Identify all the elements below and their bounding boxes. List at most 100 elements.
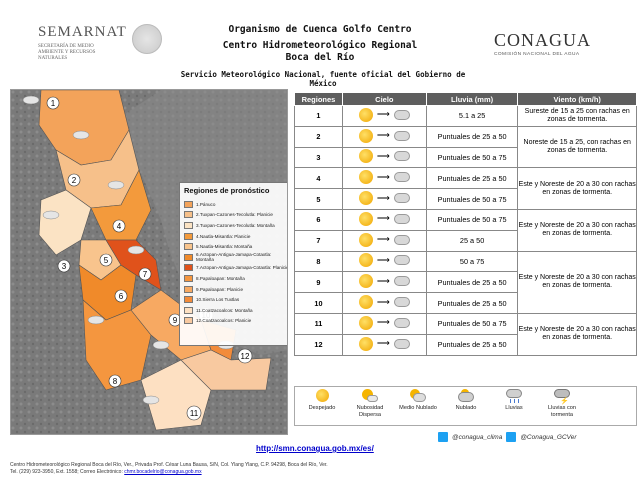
legend-label: 9.Papaloapan: Planicie [196, 286, 243, 292]
storm-icon [393, 213, 410, 224]
storm-icon [393, 338, 410, 349]
sky-cell: ⟶ [341, 292, 427, 314]
arrow-right-icon: ⟶ [376, 296, 390, 307]
storm-icon [393, 130, 410, 141]
legend-label: 11.Coatzacoalcos: Montaña [196, 307, 253, 313]
rain-cell: 25 a 50 [425, 229, 519, 252]
rain-cell: 5.1 a 25 [425, 105, 519, 127]
arrow-right-icon: ⟶ [376, 275, 390, 286]
wind-cell: Este y Noreste de 20 a 30 con rachas en … [517, 167, 637, 210]
region-5-badge [99, 253, 113, 267]
forecast-table: Regiones Cielo Lluvia (mm) Viento (km/h)… [294, 92, 637, 356]
sun-cloud-icon [358, 232, 373, 247]
sun-cloud-icon [358, 211, 373, 226]
region-11-number: 11 [190, 409, 199, 418]
sun-cloud-icon [358, 107, 373, 122]
region-7-badge [138, 267, 152, 281]
legend-swatch [184, 243, 193, 251]
rain-cell: Puntuales de 25 a 50 [425, 167, 519, 190]
semarnat-subtitle: SECRETARÍA DE MEDIO AMBIENTE Y RECURSOS … [38, 44, 96, 61]
legend-item: 7.Actopan-Antigua-Jamapa-Cotaxtla: Plani… [184, 263, 287, 274]
sky-legend-label: Medio Nublado [399, 405, 437, 411]
storm-icon [393, 151, 410, 162]
legend-label: 4.Nautla-Misantla: Planicie [196, 233, 251, 239]
legend-item: 2.Tuxpan-Cazones-Tecolutla: Planicie [184, 210, 287, 221]
rain-cell: Puntuales de 50 a 75 [425, 208, 519, 231]
wind-cell: Sureste de 15 a 25 con rachas en zonas d… [517, 105, 637, 127]
sky-legend-item: Despejado [301, 389, 343, 412]
table-row: 11 ⟶ Puntuales de 50 a 75 Este y Noreste de… [294, 312, 637, 356]
conagua-subtitle: COMISIÓN NACIONAL DEL AGUA [494, 52, 580, 57]
sky-legend-item: Nublado [445, 389, 487, 412]
rain-cell: Puntuales de 50 a 75 [425, 312, 519, 335]
table-row: 7 ⟶ 25 a 50 [294, 229, 637, 252]
sky-legend-label: Nublado [455, 405, 477, 411]
sun-icon [314, 389, 330, 403]
region-2-number: 2 [72, 176, 77, 185]
region-cell: 9 [294, 271, 343, 294]
rain-cell: Puntuales de 50 a 75 [425, 146, 519, 169]
region-12-number: 12 [241, 352, 250, 361]
region-9-number: 9 [173, 316, 178, 325]
table-row: 5 ⟶ Puntuales de 50 a 75 [294, 188, 637, 210]
sky-cell: ⟶ [341, 333, 427, 356]
sky-cell: ⟶ [341, 125, 427, 148]
footer-email-link[interactable]: chmr.bocadelrio@conagua.gob.mx [124, 469, 202, 475]
region-cell: 7 [294, 229, 343, 252]
arrow-right-icon: ⟶ [376, 317, 390, 328]
sky-cell: ⟶ [341, 312, 427, 335]
storm-icon [393, 317, 410, 328]
rain-cell: 50 a 75 [425, 250, 519, 273]
rain-cell: Puntuales de 25 a 50 [425, 125, 519, 148]
sun-cloud-icon [358, 128, 373, 143]
storm-icon [393, 234, 410, 245]
arrow-right-icon: ⟶ [376, 234, 390, 245]
legend-label: 3.Tuxpan-Cazones-Tecolutla: Montaña [196, 222, 275, 228]
legend-swatch [184, 306, 193, 314]
arrow-right-icon: ⟶ [376, 338, 390, 349]
sky-legend-label: Nubosidad Dispersa [356, 405, 384, 418]
region-4-badge [112, 219, 126, 233]
region-3-number: 3 [62, 262, 67, 271]
legend-item: 12.Coatzacoalcos: Planicie [184, 316, 287, 327]
legend-swatch [184, 285, 193, 293]
region-6-badge [114, 289, 128, 303]
rain-cell: Puntuales de 25 a 50 [425, 292, 519, 314]
semarnat-logo: SEMARNAT SECRETARÍA DE MEDIO AMBIENTE Y … [8, 22, 162, 74]
legend-swatch [184, 317, 193, 325]
legend-item: 5.Nautla-Misantla: Montaña [184, 241, 287, 252]
legend-label: 6.Actopan-Antigua-Jamapa-Cotaxtla: Monta… [196, 252, 272, 263]
legend-item: 3.Tuxpan-Cazones-Tecolutla: Montaña [184, 220, 287, 231]
sun-cloud-icon [358, 253, 373, 268]
twitter-icon[interactable] [438, 432, 448, 442]
region-3-badge [57, 259, 71, 273]
region-cell: 11 [294, 312, 343, 335]
footer-phone: Tel. (229) 923-3950, Ext. 1558; Correo E… [10, 469, 123, 475]
rain-cell: Puntuales de 25 a 50 [425, 333, 519, 356]
sky-legend-item: Nubosidad Dispersa [349, 389, 391, 418]
twitter-icon[interactable] [506, 432, 517, 442]
sun-cloud-icon [358, 149, 373, 164]
table-row: 12 ⟶ Puntuales de 25 a 50 [294, 333, 637, 356]
region-12-badge [237, 348, 253, 364]
region-cell: 5 [294, 188, 343, 210]
sky-cell: ⟶ [341, 229, 427, 252]
arrow-right-icon: ⟶ [376, 171, 390, 182]
cloudy-icon [458, 389, 474, 403]
legend-item: 1.Pánuco [184, 199, 287, 210]
region-1-badge [46, 96, 60, 110]
twitter-handle-gcver[interactable]: @Conagua_GCVer [520, 433, 577, 441]
sun-cloud-icon [358, 191, 373, 206]
region-cell: 10 [294, 292, 343, 314]
sun-cloud-icon [358, 274, 373, 289]
region-8-number: 8 [113, 377, 118, 386]
storm-icon [393, 109, 410, 120]
twitter-handle-clima[interactable]: @conagua_clima [452, 433, 503, 441]
legend-swatch [184, 296, 193, 304]
table-row: 9 ⟶ Puntuales de 25 a 50 [294, 271, 637, 294]
sun-cloud-icon [358, 295, 373, 310]
arrow-right-icon: ⟶ [376, 192, 390, 203]
sky-legend-label: Despejado [308, 405, 336, 411]
smn-link[interactable]: http://smn.conagua.gob.mx/es/ [256, 444, 374, 453]
region-4-number: 4 [117, 222, 122, 231]
